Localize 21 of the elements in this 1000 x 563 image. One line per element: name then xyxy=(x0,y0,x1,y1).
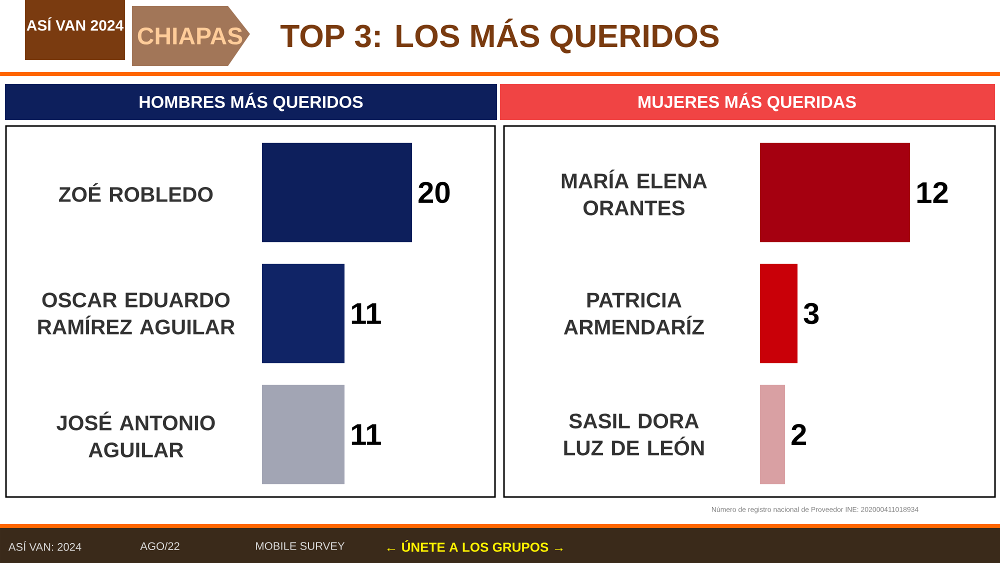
data-label: 2 xyxy=(792,424,806,445)
y-tick-label: ZOÉ ROBLEDO xyxy=(59,183,213,202)
data-label: 11 xyxy=(352,424,381,445)
y-tick-label: OSCAR EDUARDO RAMÍREZ AGUILAR xyxy=(38,292,235,334)
y-tick-label: SASIL DORA LUZ DE LEÓN xyxy=(564,414,704,456)
text: ASÍ VAN: 2024 xyxy=(8,541,82,551)
text: ← ÚNETE A LOS GRUPOS → xyxy=(387,540,563,552)
text: CHIAPAS xyxy=(138,28,242,44)
chart-title: MUJERES MÁS QUERIDAS xyxy=(638,92,856,112)
text: AGO/22 xyxy=(140,542,180,550)
data-label: 3 xyxy=(804,302,819,324)
data-label: 11 xyxy=(352,303,381,324)
y-tick-label: PATRICIA ARMENDARÍZ xyxy=(564,292,704,334)
data-label: 20 xyxy=(418,182,450,204)
text: TOP 3: LOS MÁS QUERIDOS xyxy=(280,18,719,54)
data-label: 12 xyxy=(917,182,948,203)
chart-title: HOMBRES MÁS QUERIDOS xyxy=(140,92,363,112)
y-tick-label: MARÍA ELENA ORANTES xyxy=(562,170,707,216)
text: ASÍ VAN 2024 xyxy=(26,17,124,31)
text: MOBILE SURVEY xyxy=(256,542,345,550)
y-tick-label: JOSÉ ANTONIO AGUILAR xyxy=(56,412,215,458)
